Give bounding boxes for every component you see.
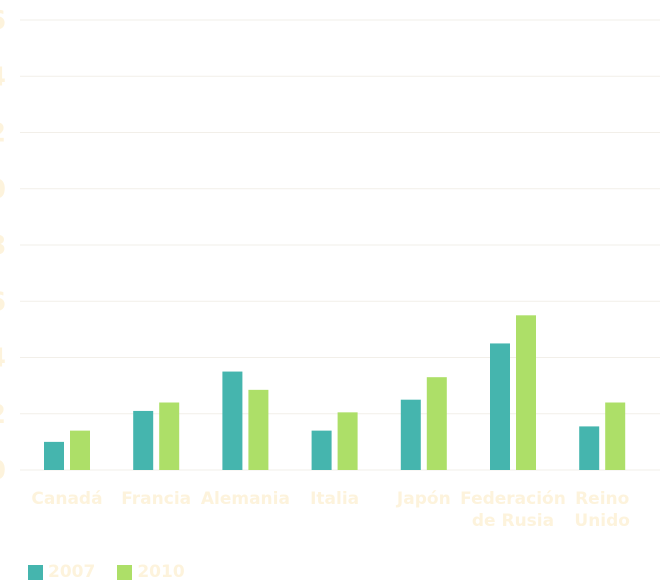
bar-2007-1 xyxy=(133,410,154,470)
legend-label-2010: 2010 xyxy=(137,562,185,582)
legend-item-2010[interactable]: 2010 xyxy=(117,562,185,582)
x-tick-label-2: Alemania xyxy=(201,489,290,509)
bar-chart: 0 2 4 6 8 10 12 14 16 Canadá Francia Alemania Itali… xyxy=(0,6,660,531)
bar-2010-4 xyxy=(426,377,447,470)
bars xyxy=(44,315,626,470)
bar-2010-3 xyxy=(337,412,358,470)
y-tick-label-16: 16 xyxy=(0,6,6,36)
x-tick-label-6: Reino Unido xyxy=(574,489,630,531)
legend-label-2007: 2007 xyxy=(48,562,96,582)
gridlines xyxy=(20,19,660,471)
bar-2010-2 xyxy=(248,389,269,470)
legend-item-2007[interactable]: 2007 xyxy=(28,562,95,582)
y-axis-ticks: 0 2 4 6 8 10 12 14 16 xyxy=(0,6,6,486)
y-tick-label-6: 6 xyxy=(0,287,6,317)
legend: 2007 2010 xyxy=(28,562,207,582)
bar-2007-5 xyxy=(490,343,510,470)
bar-2007-2 xyxy=(222,371,243,470)
x-axis-labels: Canadá Francia Alemania Italia Japón Federaci… xyxy=(31,489,630,531)
y-tick-label-0: 0 xyxy=(0,456,6,486)
x-tick-label-5: Federación de Rusia xyxy=(460,489,566,531)
bar-2010-6 xyxy=(605,402,626,470)
y-tick-label-8: 8 xyxy=(0,231,6,261)
bar-2007-0 xyxy=(44,441,64,470)
x-tick-label-3: Italia xyxy=(310,489,359,509)
bar-2007-4 xyxy=(400,399,421,470)
y-tick-label-4: 4 xyxy=(0,344,6,374)
bar-2007-3 xyxy=(311,430,332,470)
legend-swatch-2007 xyxy=(28,564,43,580)
legend-swatch-2010 xyxy=(117,564,133,580)
x-tick-label-1: Francia xyxy=(121,489,191,509)
y-tick-label-10: 10 xyxy=(0,175,6,205)
bar-2010-5 xyxy=(516,315,536,470)
x-tick-label-0: Canadá xyxy=(31,489,102,509)
y-tick-label-14: 14 xyxy=(0,62,6,92)
y-tick-label-2: 2 xyxy=(0,400,6,430)
bar-2007-6 xyxy=(579,426,600,470)
x-tick-label-4: Japón xyxy=(396,489,451,509)
bar-2010-1 xyxy=(159,402,180,470)
y-tick-label-12: 12 xyxy=(0,119,6,149)
bar-2010-0 xyxy=(70,430,90,470)
